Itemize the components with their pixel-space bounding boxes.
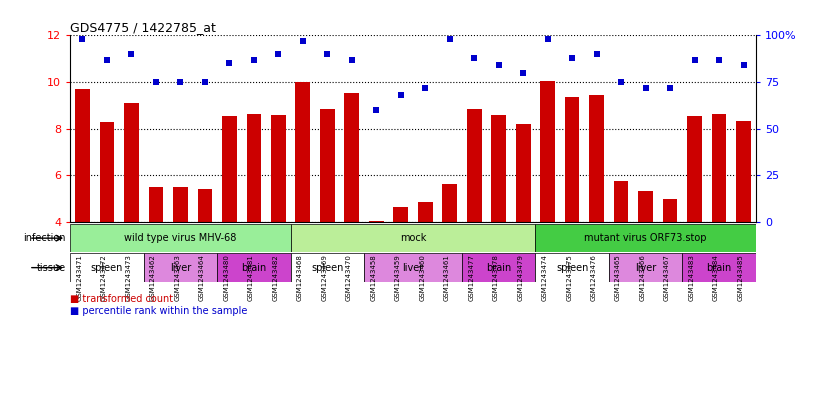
Text: GSM1243468: GSM1243468 (297, 254, 303, 301)
Bar (217, 253, 291, 282)
Bar (197, 189, 212, 222)
Bar (124, 103, 139, 222)
Bar (712, 114, 726, 222)
Bar (291, 224, 535, 252)
Bar (491, 115, 506, 222)
Bar (144, 253, 217, 282)
Bar (344, 92, 359, 222)
Text: GSM1243478: GSM1243478 (492, 254, 499, 301)
Bar (418, 202, 433, 222)
Text: ■ percentile rank within the sample: ■ percentile rank within the sample (70, 306, 248, 316)
Text: infection: infection (24, 233, 66, 243)
Text: GSM1243460: GSM1243460 (420, 254, 425, 301)
Bar (687, 116, 702, 222)
Text: GSM1243471: GSM1243471 (77, 254, 83, 301)
Bar (70, 253, 144, 282)
Text: brain: brain (241, 263, 267, 273)
Bar (222, 116, 237, 222)
Text: GSM1243474: GSM1243474 (542, 254, 548, 301)
Text: GSM1243485: GSM1243485 (738, 254, 743, 301)
Bar (173, 187, 188, 222)
Text: GSM1243470: GSM1243470 (346, 254, 352, 301)
Bar (100, 122, 114, 222)
Bar (515, 124, 530, 222)
Text: GSM1243469: GSM1243469 (321, 254, 327, 301)
Text: GSM1243465: GSM1243465 (615, 254, 621, 301)
Bar (565, 97, 580, 222)
Bar (540, 81, 555, 222)
Text: GDS4775 / 1422785_at: GDS4775 / 1422785_at (70, 21, 216, 34)
Text: spleen: spleen (311, 263, 344, 273)
Bar (364, 253, 462, 282)
Text: GSM1243479: GSM1243479 (517, 254, 523, 301)
Text: tissue: tissue (37, 263, 66, 273)
Text: GSM1243458: GSM1243458 (370, 254, 377, 301)
Text: spleen: spleen (91, 263, 123, 273)
Bar (638, 191, 653, 222)
Text: GSM1243476: GSM1243476 (591, 254, 596, 301)
Text: GSM1243464: GSM1243464 (199, 254, 205, 301)
Text: GSM1243484: GSM1243484 (713, 254, 719, 301)
Text: GSM1243480: GSM1243480 (223, 254, 230, 301)
Bar (736, 121, 751, 222)
Bar (609, 253, 682, 282)
Bar (614, 181, 629, 222)
Text: GSM1243483: GSM1243483 (689, 254, 695, 301)
Text: wild type virus MHV-68: wild type virus MHV-68 (124, 233, 236, 243)
Bar (535, 253, 609, 282)
Bar (70, 224, 291, 252)
Text: spleen: spleen (556, 263, 588, 273)
Bar (467, 109, 482, 222)
Text: GSM1243461: GSM1243461 (444, 254, 449, 301)
Bar (75, 89, 90, 222)
Text: GSM1243475: GSM1243475 (566, 254, 572, 301)
Text: brain: brain (706, 263, 732, 273)
Text: liver: liver (402, 263, 424, 273)
Text: GSM1243466: GSM1243466 (639, 254, 646, 301)
Text: GSM1243481: GSM1243481 (248, 254, 254, 301)
Bar (589, 95, 604, 222)
Bar (271, 115, 286, 222)
Bar (369, 221, 383, 222)
Text: liver: liver (170, 263, 191, 273)
Bar (682, 253, 756, 282)
Text: GSM1243482: GSM1243482 (273, 254, 278, 301)
Text: GSM1243472: GSM1243472 (101, 254, 107, 301)
Text: liver: liver (635, 263, 656, 273)
Text: GSM1243459: GSM1243459 (395, 254, 401, 301)
Bar (296, 82, 310, 222)
Bar (320, 109, 335, 222)
Text: GSM1243473: GSM1243473 (126, 254, 131, 301)
Text: brain: brain (486, 263, 511, 273)
Text: GSM1243462: GSM1243462 (150, 254, 156, 301)
Bar (462, 253, 535, 282)
Bar (291, 253, 364, 282)
Bar (393, 207, 408, 222)
Text: ■ transformed count: ■ transformed count (70, 294, 173, 305)
Bar (246, 114, 261, 222)
Text: GSM1243463: GSM1243463 (174, 254, 180, 301)
Text: mutant virus ORF73.stop: mutant virus ORF73.stop (584, 233, 707, 243)
Bar (535, 224, 756, 252)
Bar (149, 187, 164, 222)
Text: GSM1243467: GSM1243467 (664, 254, 670, 301)
Bar (662, 199, 677, 222)
Text: mock: mock (400, 233, 426, 243)
Bar (443, 184, 457, 222)
Text: GSM1243477: GSM1243477 (468, 254, 474, 301)
